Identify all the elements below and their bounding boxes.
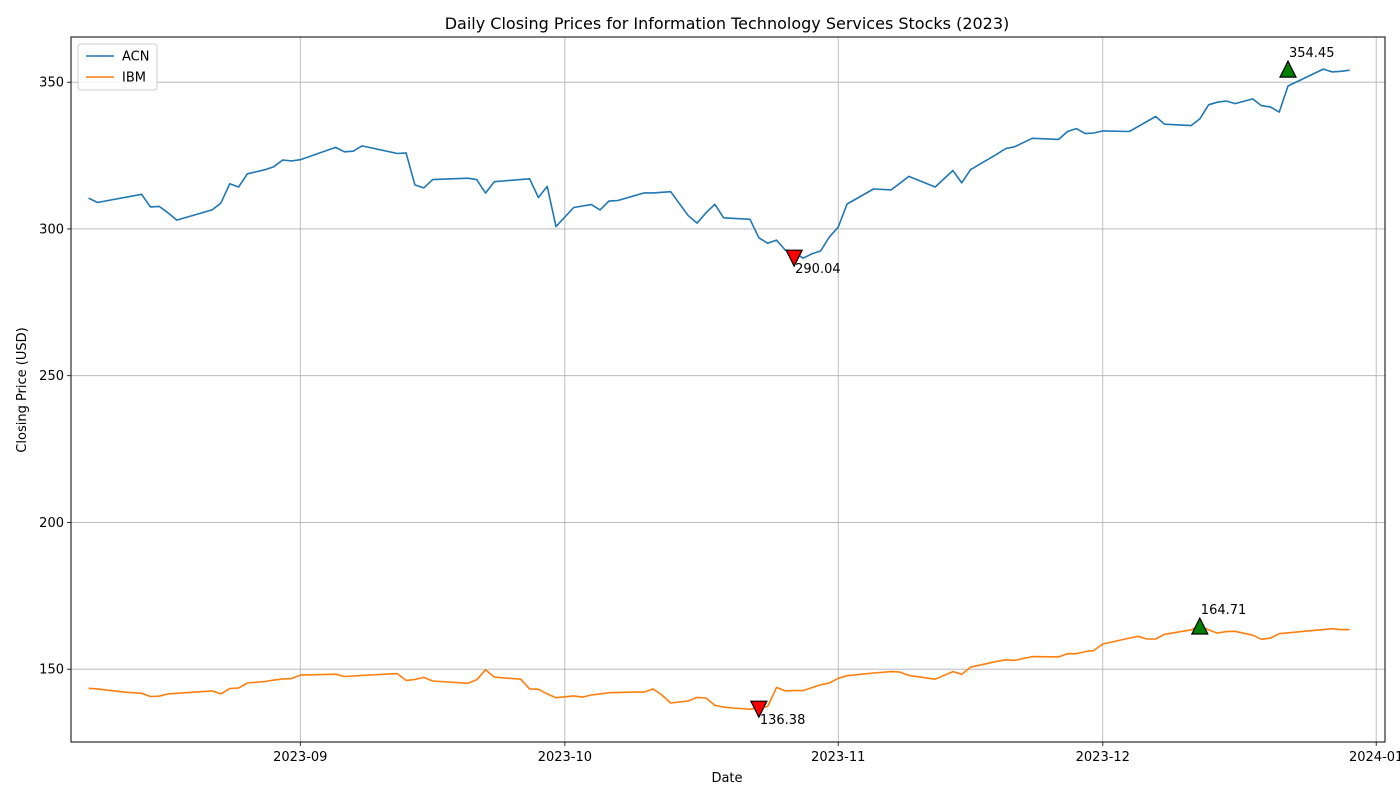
annotation-marker-ibm-min [749,700,768,719]
x-tick-label: 2023-10 [538,750,592,765]
series-line-ibm [88,625,1350,711]
x-tick-label: 2023-12 [1076,750,1130,765]
annotation-layer: 290.04 354.45 136.38 164.71 [749,46,1335,728]
legend-label-ibm: IBM [122,71,146,86]
annotation-label-acn-min: 290.04 [795,262,841,277]
y-tick-label: 150 [39,663,64,678]
y-tick-label: 200 [39,516,64,531]
annotation-label-ibm-min: 136.38 [760,713,806,728]
x-tick-label: 2023-11 [811,750,865,765]
y-tick-label: 300 [39,222,64,237]
series-line-acn [88,68,1350,260]
y-tick-label: 250 [39,369,64,384]
plot-frame [70,36,1386,743]
legend: ACN IBM [77,43,158,91]
annotation-label-acn-max: 354.45 [1289,46,1335,61]
legend-label-acn: ACN [122,50,149,65]
y-axis-label: Closing Price (USD) [15,327,30,452]
y-tick-label: 350 [39,76,64,91]
x-axis: 2023-09 2023-10 2023-11 2023-12 2024-01 [273,742,1400,765]
x-tick-label: 2024-01 [1349,750,1400,765]
annotation-label-ibm-max: 164.71 [1201,603,1247,618]
grid [71,37,1385,742]
x-tick-label: 2023-09 [273,750,327,765]
annotation-marker-ibm-max [1190,616,1209,635]
x-axis-label: Date [711,771,742,786]
series-layer [88,68,1350,711]
y-axis: 150 200 250 300 350 [39,76,71,678]
annotation-marker-acn-min [785,249,804,268]
annotation-marker-acn-max [1279,59,1297,78]
chart-title: Daily Closing Prices for Information Tec… [445,14,1010,33]
